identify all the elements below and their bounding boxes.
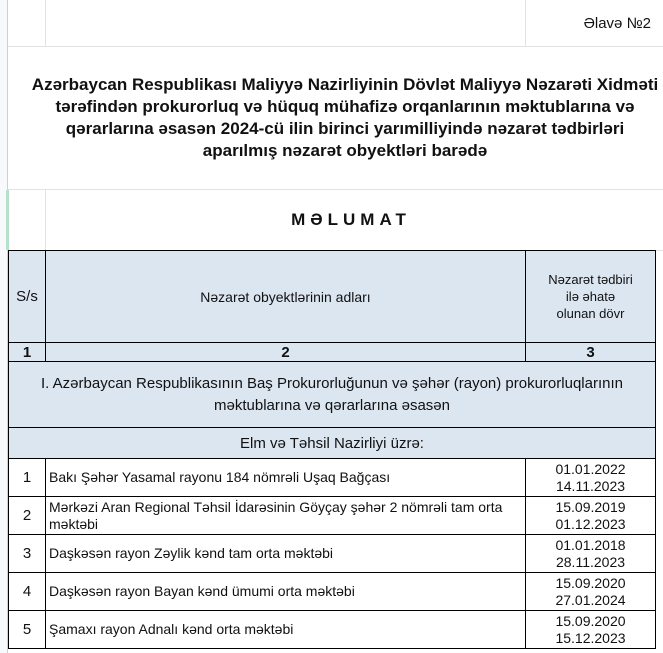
period-to: 14.11.2023 <box>555 477 626 494</box>
column-number: 1 <box>8 342 46 362</box>
subsection-header: Elm və Təhsil Nazirliyi üzrə: <box>8 427 656 459</box>
gridline <box>45 190 46 250</box>
row-object-name: Daşkəsən rayon Bayan kənd ümumi orta mək… <box>45 572 526 611</box>
row-object-name: Şamaxı rayon Adnalı kənd orta məktəbi <box>45 610 526 649</box>
gridline <box>655 250 663 251</box>
row-number: 3 <box>8 534 46 573</box>
row-object-name: Bakı Şəhər Yasamal rayonu 184 nömrəli Uş… <box>45 458 526 497</box>
row-number: 5 <box>8 610 46 649</box>
document-heading: MƏLUMAT <box>291 210 411 229</box>
section-header: I. Azərbaycan Respublikasının Baş Prokur… <box>8 361 656 428</box>
period-from: 15.09.2020 <box>555 574 626 591</box>
gridline <box>8 189 663 190</box>
header-period: Nəzarət tədbiri ilə əhatə olunan dövr <box>525 250 656 343</box>
row-period: 01.01.2018 28.11.2023 <box>525 534 656 573</box>
row-period: 01.01.2022 14.11.2023 <box>525 458 656 497</box>
period-to: 01.12.2023 <box>555 515 626 532</box>
header-sn: S/s <box>8 250 46 343</box>
period-from: 01.01.2022 <box>555 460 626 477</box>
period-from: 01.01.2018 <box>555 536 626 553</box>
period-from: 15.09.2019 <box>555 498 626 515</box>
row-number: 4 <box>8 572 46 611</box>
period-from: 15.09.2020 <box>555 612 626 629</box>
column-number: 2 <box>45 342 526 362</box>
period-to: 27.01.2024 <box>555 591 626 608</box>
gridline <box>525 0 526 46</box>
row-number: 1 <box>8 458 46 497</box>
period-to: 15.12.2023 <box>555 629 626 646</box>
gridline <box>8 46 663 47</box>
row-period: 15.09.2020 15.12.2023 <box>525 610 656 649</box>
period-to: 28.11.2023 <box>555 553 626 570</box>
row-object-name: Mərkəzi Aran Regional Təhsil İdarəsinin … <box>45 496 526 535</box>
column-number: 3 <box>525 342 656 362</box>
document-title: Azərbaycan Respublikası Maliyyə Nazirliy… <box>31 75 659 160</box>
gridline <box>45 0 46 46</box>
selected-row-marker <box>6 190 9 250</box>
annex-label: Əlavə №2 <box>583 14 651 32</box>
row-period: 15.09.2020 27.01.2024 <box>525 572 656 611</box>
row-period: 15.09.2019 01.12.2023 <box>525 496 656 535</box>
header-name: Nəzarət obyektlərinin adları <box>45 250 526 343</box>
row-gutter <box>0 0 8 653</box>
row-number: 2 <box>8 496 46 535</box>
row-object-name: Daşkəsən rayon Zəylik kənd tam orta məkt… <box>45 534 526 573</box>
